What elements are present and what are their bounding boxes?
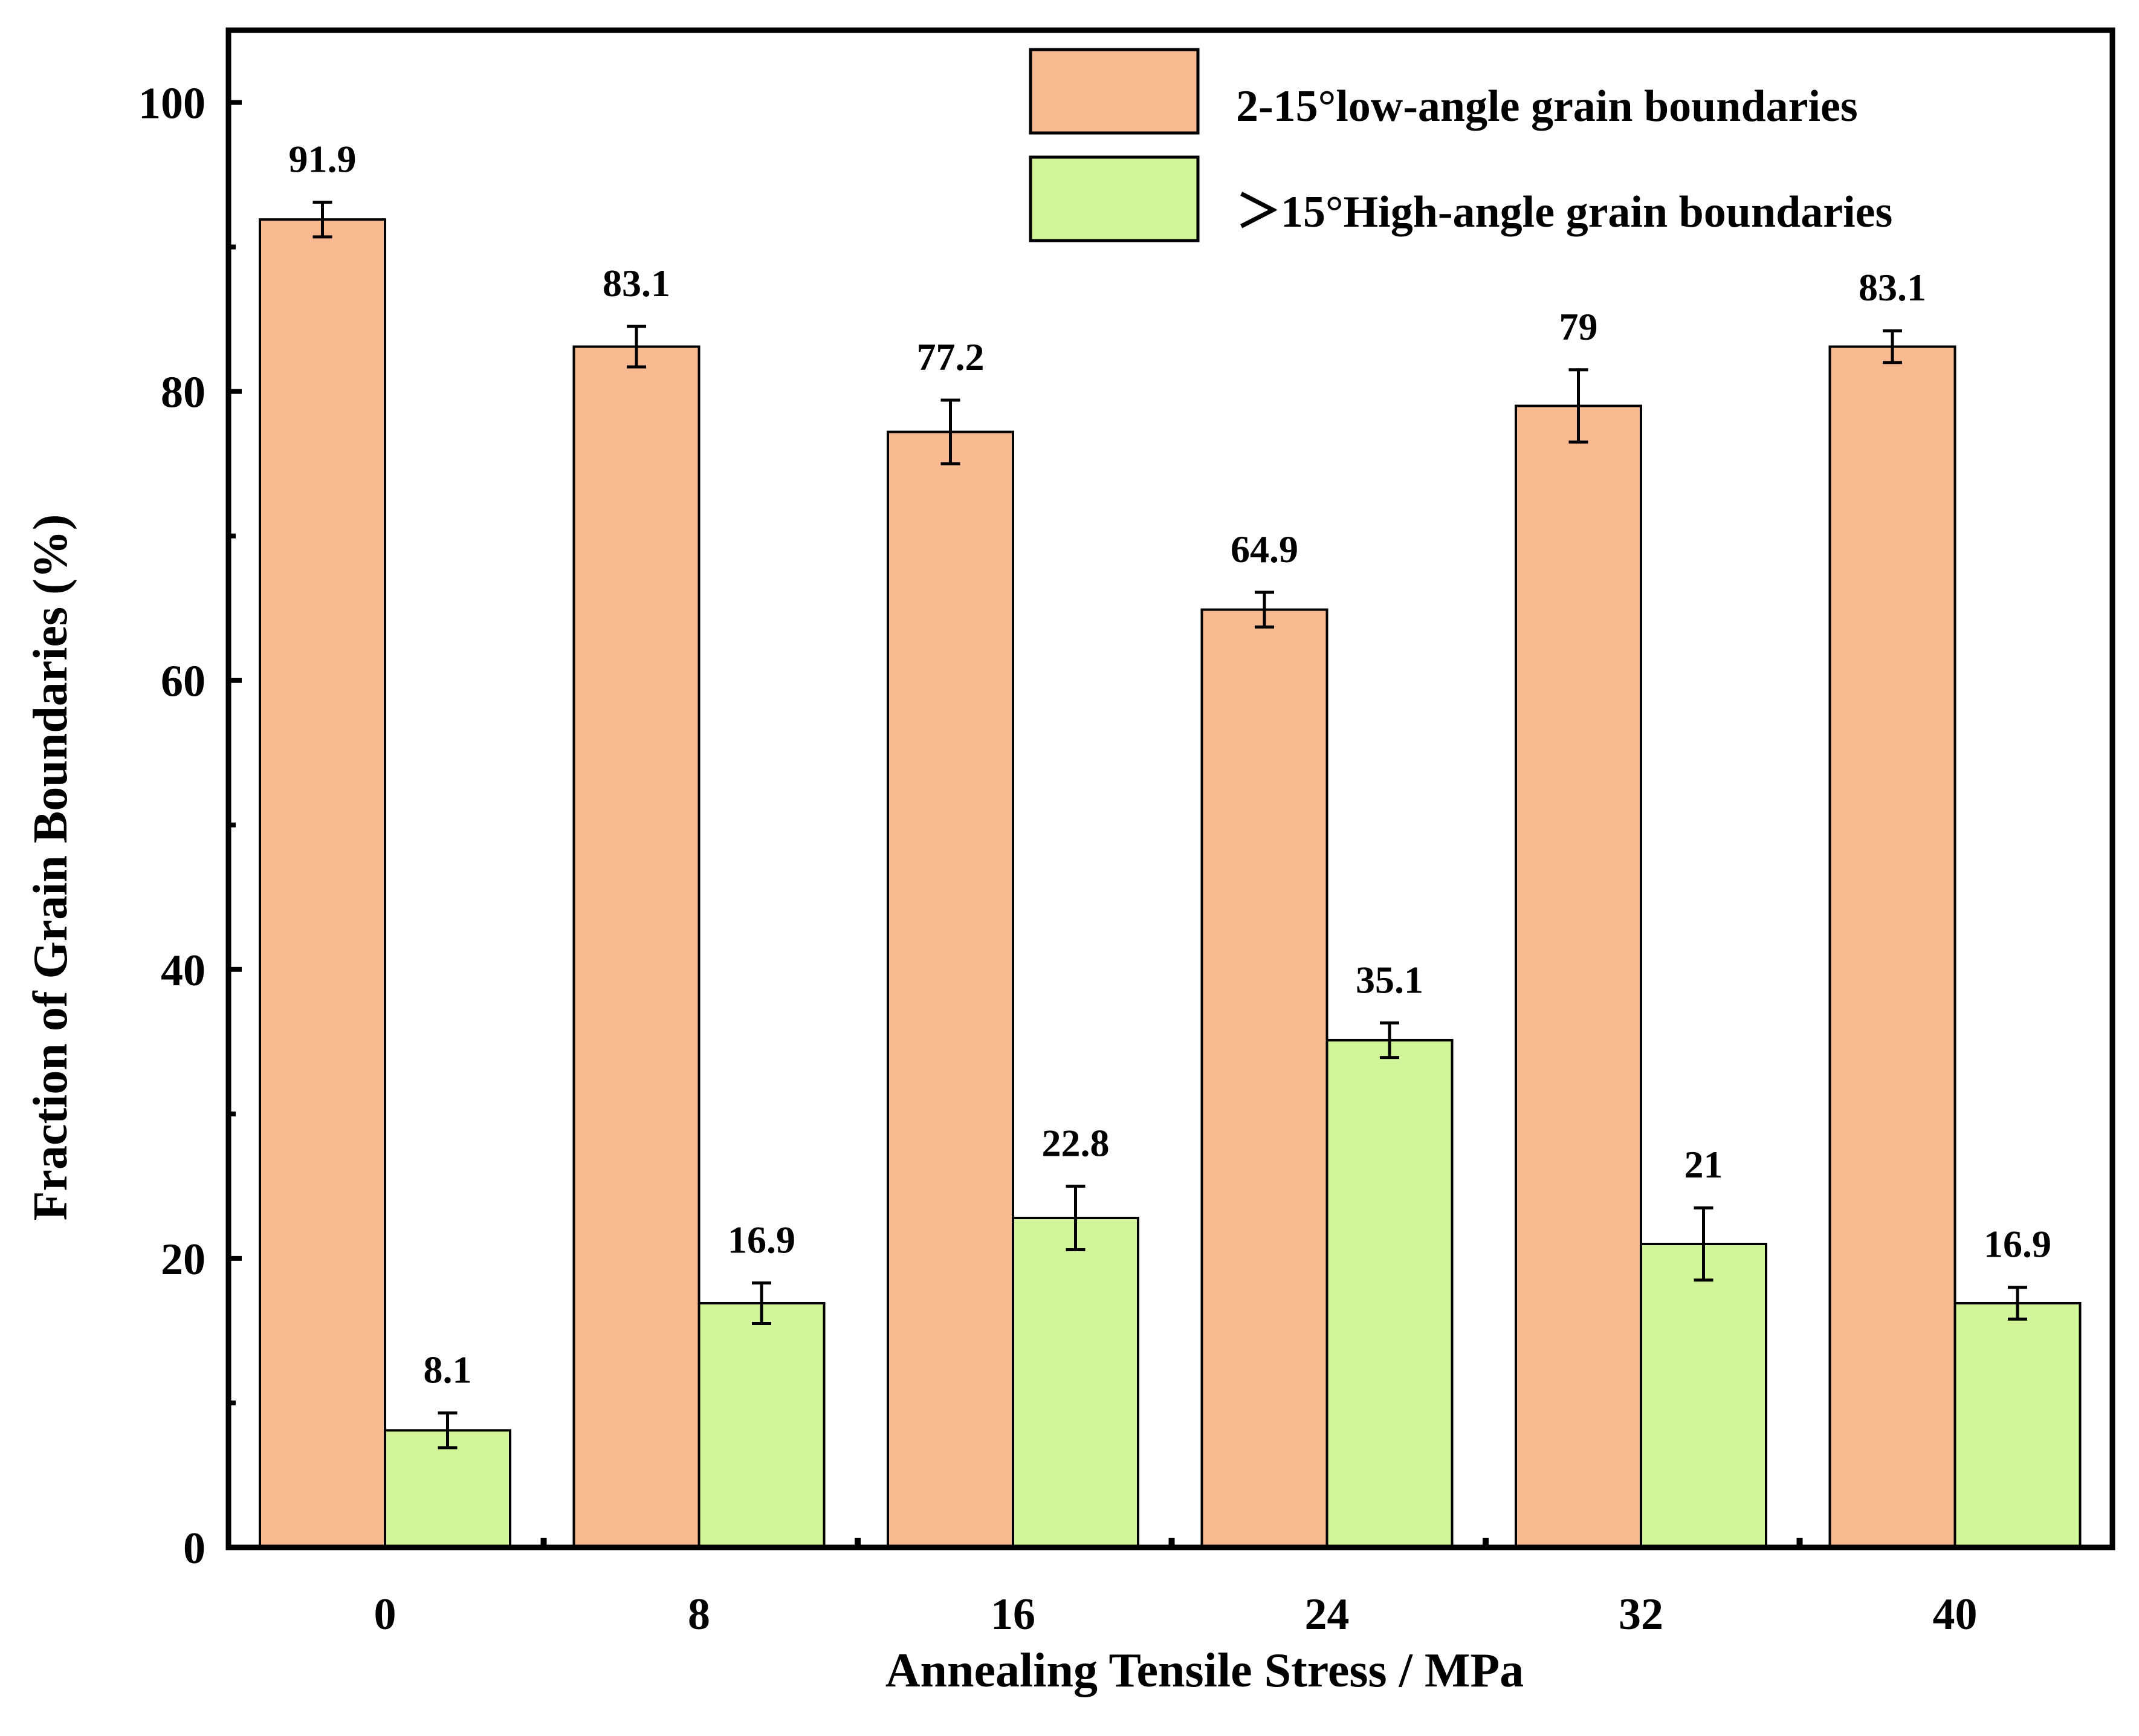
y-tick-label-0: 0 bbox=[183, 1524, 205, 1573]
legend-label-low-angle: 2-15°low-angle grain boundaries bbox=[1236, 82, 1858, 131]
data-label-0-8: 83.1 bbox=[603, 262, 670, 305]
data-label-1-24: 35.1 bbox=[1356, 958, 1423, 1001]
bar-high-angle-16 bbox=[1012, 1216, 1139, 1549]
x-tick-label-16: 16 bbox=[991, 1590, 1035, 1639]
y-tick-label-40: 40 bbox=[161, 946, 205, 996]
data-label-0-40: 83.1 bbox=[1859, 266, 1926, 309]
legend: 2-15°low-angle grain boundaries ＞15°High… bbox=[1029, 48, 1892, 242]
data-label-1-0: 8.1 bbox=[424, 1349, 472, 1391]
data-label-1-8: 16.9 bbox=[728, 1219, 795, 1262]
data-label-0-16: 77.2 bbox=[917, 335, 985, 378]
bar-high-angle-40 bbox=[1953, 1302, 2082, 1549]
bar-high-angle-24 bbox=[1325, 1038, 1454, 1549]
y-axis-title: Fraction of Grain Boundaries (%) bbox=[24, 514, 77, 1221]
bar-high-angle-8 bbox=[697, 1302, 826, 1549]
x-tick-label-8: 8 bbox=[688, 1590, 710, 1639]
y-tick-label-80: 80 bbox=[161, 368, 205, 418]
x-axis-title: Annealing Tensile Stress / MPa bbox=[885, 1644, 1524, 1697]
data-label-1-16: 22.8 bbox=[1042, 1121, 1110, 1164]
legend-swatch-high-angle bbox=[1029, 155, 1200, 242]
x-tick-label-24: 24 bbox=[1305, 1590, 1350, 1639]
bar-low-angle-24 bbox=[1200, 608, 1328, 1549]
data-label-1-40: 16.9 bbox=[1984, 1223, 2051, 1266]
legend-swatch-low-angle bbox=[1029, 48, 1200, 135]
bars-layer: 91.9 8.1 83.1 16.9 77.2 22.8 64.9 35.1 79 21 83.1 1… bbox=[259, 137, 2082, 1549]
data-label-0-24: 64.9 bbox=[1231, 528, 1298, 571]
axes-layer: 0 8 16 24 32 40 0 20 40 60 80 100 bbox=[138, 27, 2115, 1639]
y-tick-label-100: 100 bbox=[138, 79, 205, 129]
bar-low-angle-32 bbox=[1515, 404, 1642, 1549]
legend-label-high-angle: ＞15°High-angle grain boundaries bbox=[1236, 187, 1892, 237]
y-tick-label-20: 20 bbox=[161, 1235, 205, 1284]
bar-low-angle-40 bbox=[1828, 345, 1956, 1549]
bar-low-angle-8 bbox=[572, 345, 701, 1549]
x-tick-label-40: 40 bbox=[1933, 1590, 1978, 1639]
data-label-0-0: 91.9 bbox=[289, 137, 357, 180]
y-tick-label-60: 60 bbox=[161, 657, 205, 707]
x-tick-label-0: 0 bbox=[374, 1590, 396, 1639]
bar-low-angle-0 bbox=[259, 218, 386, 1549]
x-tick-label-32: 32 bbox=[1619, 1590, 1663, 1639]
bar-high-angle-32 bbox=[1640, 1243, 1767, 1549]
plot-frame bbox=[225, 27, 2115, 1550]
data-label-0-32: 79 bbox=[1559, 305, 1598, 348]
data-label-1-32: 21 bbox=[1684, 1143, 1723, 1186]
bar-low-angle-16 bbox=[887, 430, 1014, 1549]
